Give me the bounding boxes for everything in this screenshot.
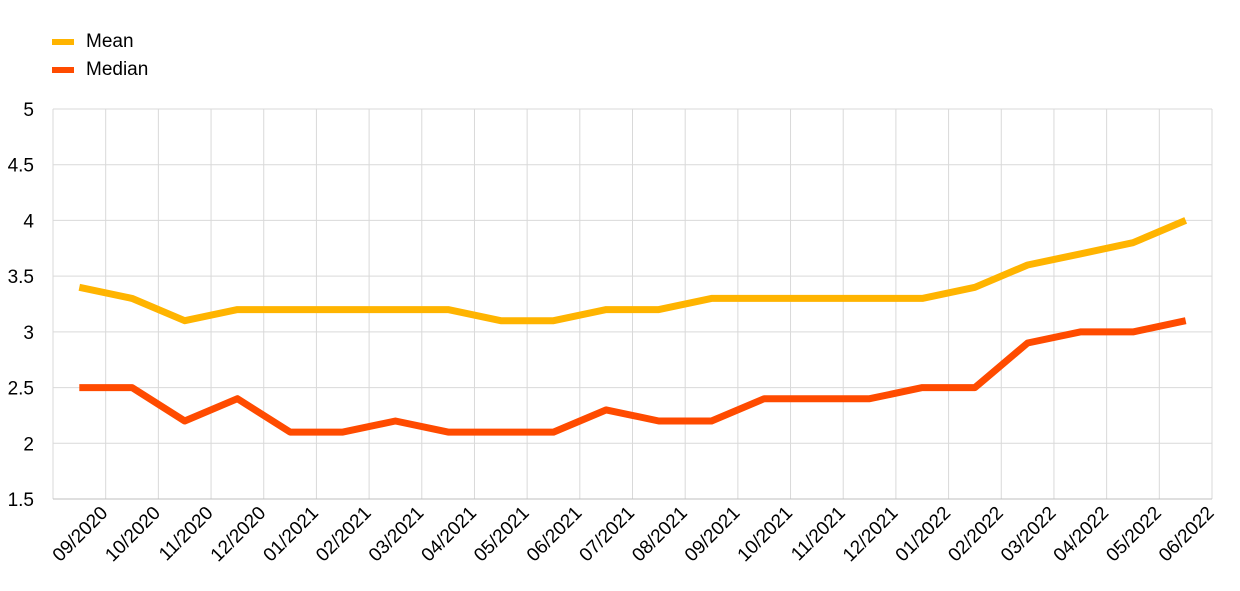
- legend: Mean Median: [52, 28, 148, 84]
- y-tick-label: 1.5: [8, 490, 34, 511]
- legend-swatch-median: [52, 67, 74, 73]
- y-tick-label: 2: [23, 434, 34, 455]
- series-line-median: [79, 317, 1187, 436]
- x-tick-label: 07/2021: [576, 503, 639, 566]
- x-tick-label: 03/2022: [997, 503, 1060, 566]
- x-tick-label: 02/2021: [312, 503, 375, 566]
- legend-item-mean: Mean: [52, 28, 148, 56]
- legend-label-median: Median: [86, 59, 149, 80]
- x-tick-label: 10/2021: [734, 503, 797, 566]
- x-tick-label: 01/2022: [892, 503, 955, 566]
- legend-swatch-mean: [52, 39, 74, 45]
- x-tick-label: 06/2021: [523, 503, 586, 566]
- x-tick-label: 01/2021: [260, 503, 323, 566]
- x-tick-label: 06/2022: [1155, 503, 1218, 566]
- x-tick-label: 12/2020: [207, 503, 270, 566]
- y-tick-label: 5: [23, 100, 34, 121]
- legend-label-mean: Mean: [86, 31, 134, 52]
- y-tick-label: 3: [23, 323, 34, 344]
- x-tick-label: 04/2022: [1050, 503, 1113, 566]
- x-tick-label: 03/2021: [365, 503, 428, 566]
- x-tick-label: 12/2021: [839, 503, 902, 566]
- x-tick-label: 05/2021: [470, 503, 533, 566]
- x-tick-label: 11/2020: [155, 503, 217, 565]
- y-tick-label: 4.5: [8, 156, 34, 177]
- series-line-mean: [78, 217, 1188, 325]
- y-tick-label: 4: [23, 211, 34, 232]
- y-tick-label: 2.5: [8, 379, 34, 400]
- x-tick-label: 08/2021: [628, 503, 691, 566]
- x-tick-label: 05/2022: [1102, 503, 1165, 566]
- x-tick-label: 10/2020: [101, 503, 164, 566]
- x-tick-label: 09/2020: [49, 503, 112, 566]
- x-tick-label: 04/2021: [418, 503, 481, 566]
- x-tick-label: 09/2021: [681, 503, 744, 566]
- legend-item-median: Median: [52, 56, 148, 84]
- x-tick-label: 11/2021: [787, 503, 849, 565]
- x-tick-label: 02/2022: [944, 503, 1007, 566]
- y-tick-label: 3.5: [8, 267, 34, 288]
